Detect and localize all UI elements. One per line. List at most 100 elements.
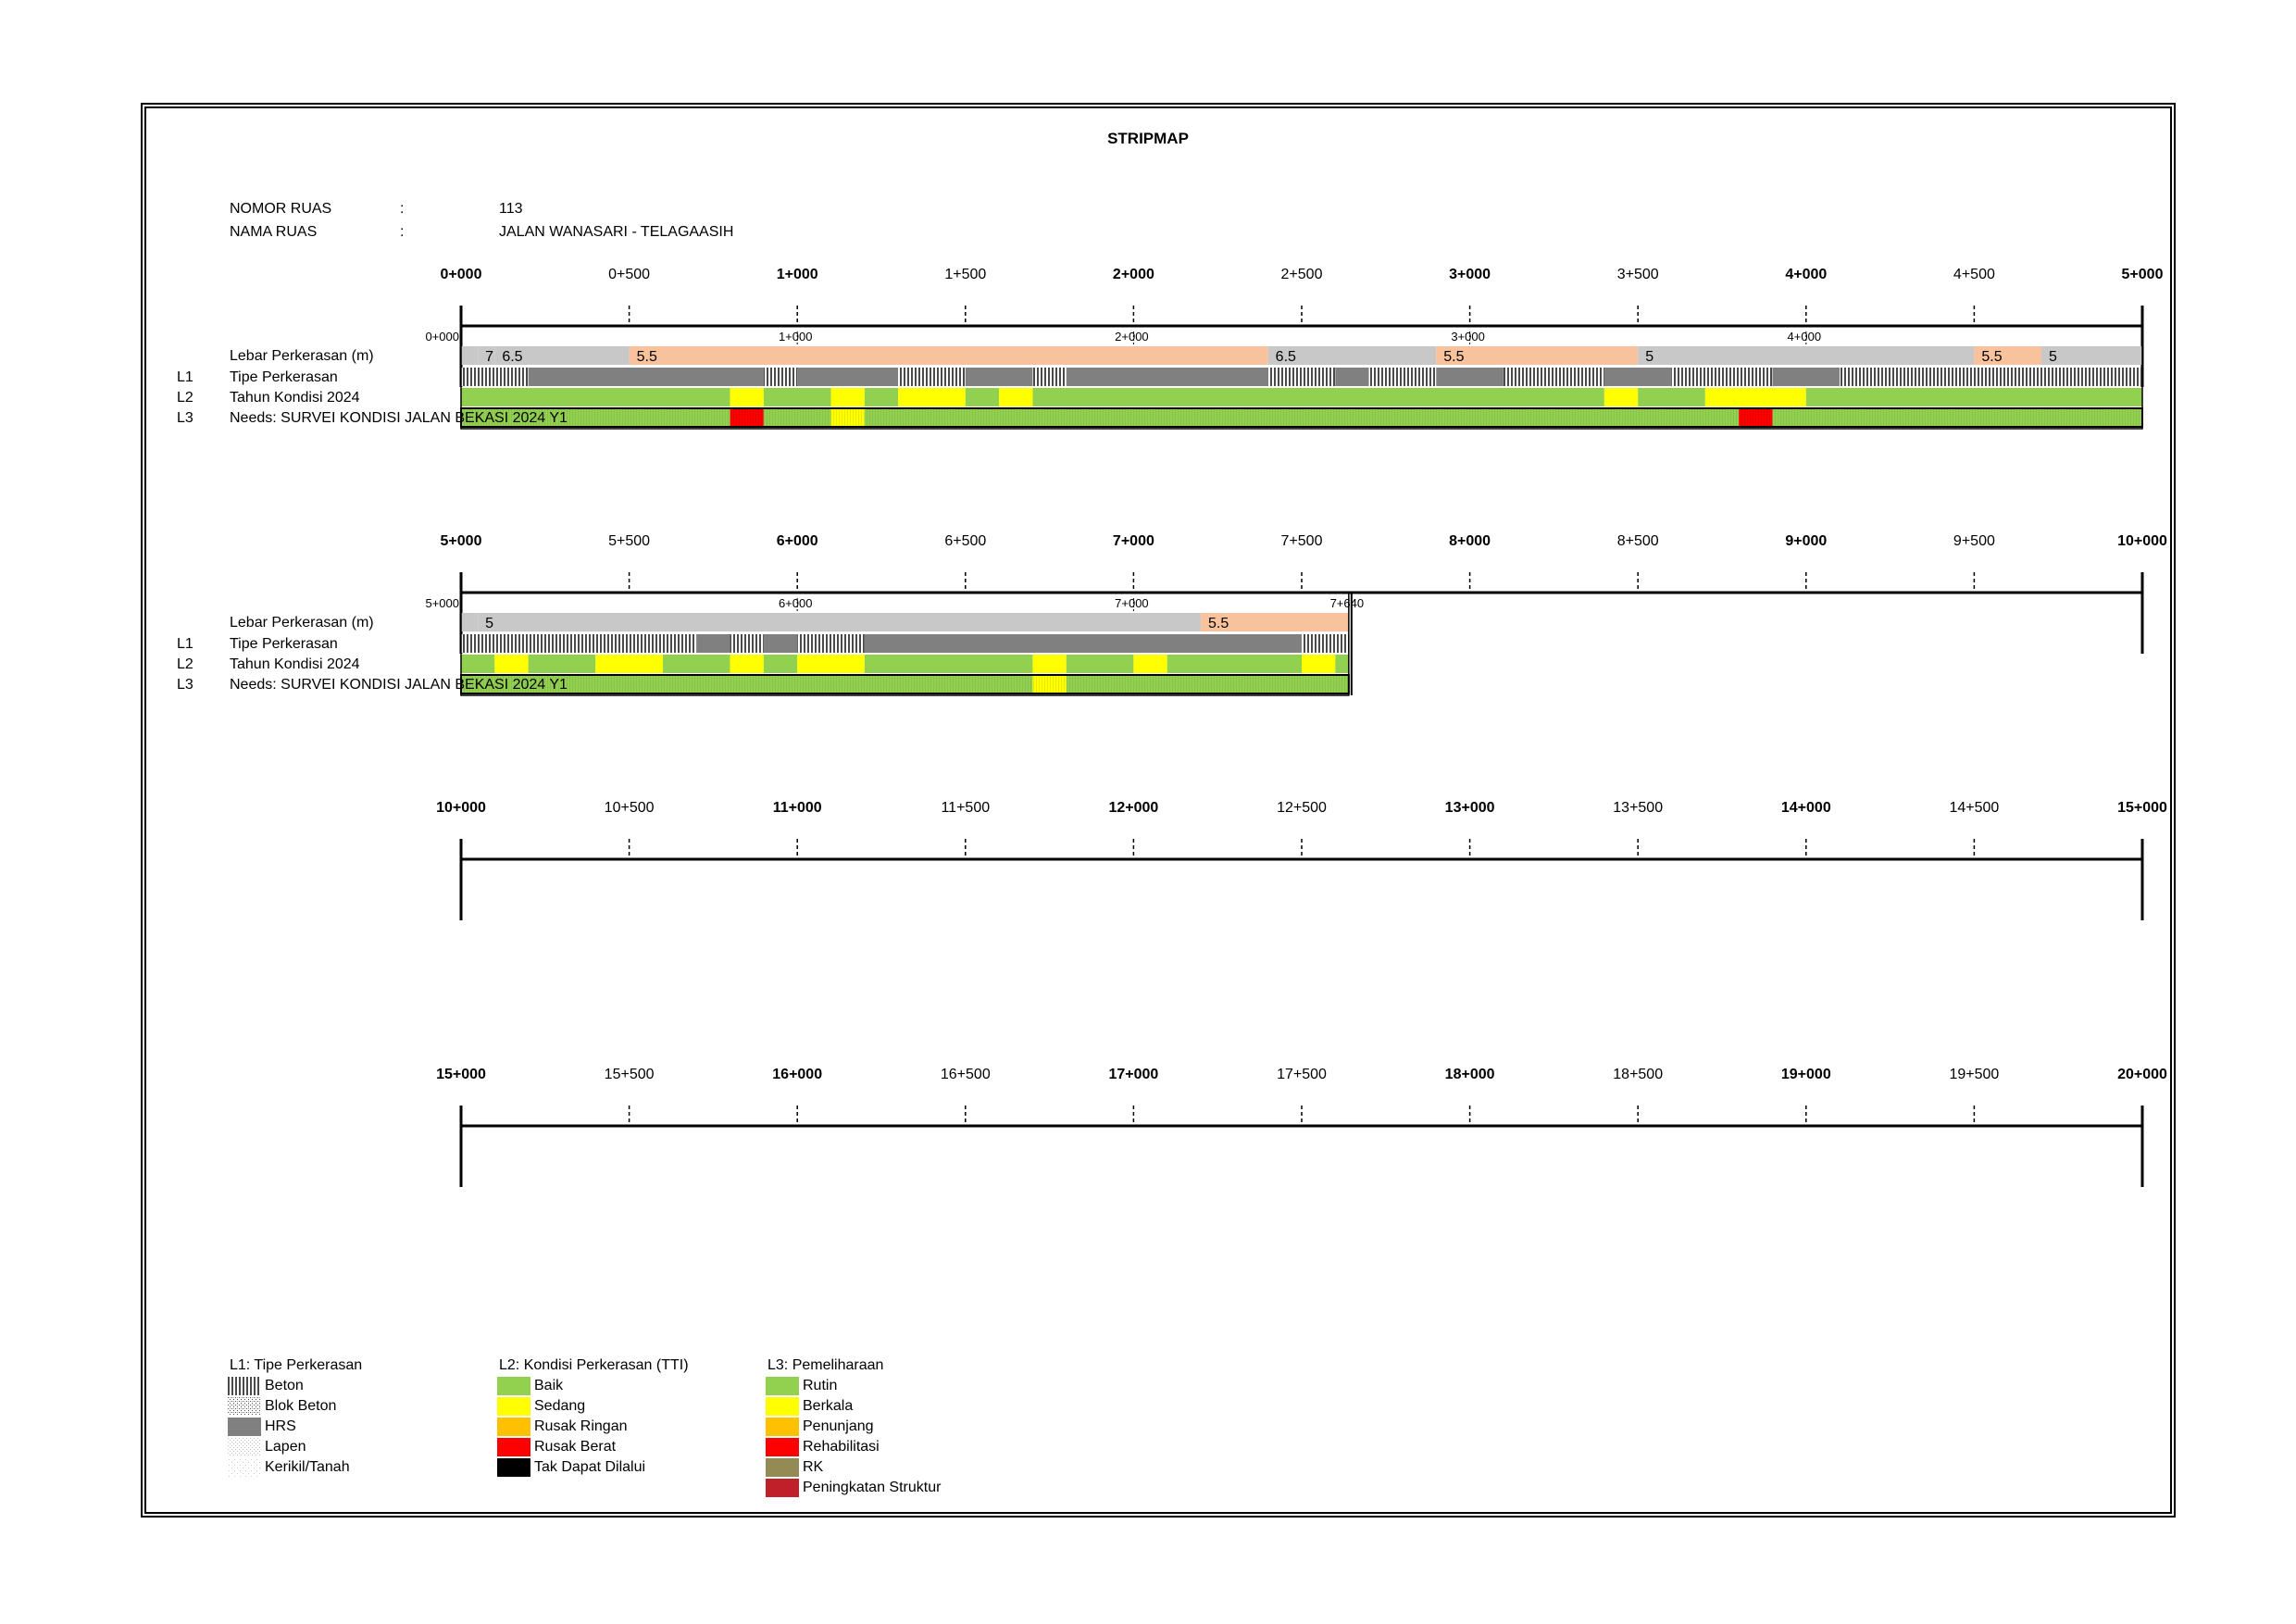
condition-segment bbox=[1032, 388, 1604, 406]
condition-segment bbox=[1704, 388, 1806, 406]
legend-label: Lapen bbox=[265, 1439, 306, 1455]
legend-swatch bbox=[766, 1397, 799, 1416]
tick-label: 8+500 bbox=[1617, 533, 1659, 549]
row-label-lebar: Lebar Perkerasan (m) bbox=[230, 348, 374, 364]
tick-label: 18+000 bbox=[1445, 1067, 1495, 1082]
inner-chainage-label: 7+000 bbox=[1115, 596, 1149, 610]
needs-texture bbox=[830, 408, 865, 427]
legend-l2-item: Tak Dapat Dilalui bbox=[497, 1457, 645, 1478]
tick-label: 0+000 bbox=[441, 267, 482, 282]
row-code-l3: L3 bbox=[177, 410, 193, 426]
tick-label: 5+000 bbox=[441, 533, 482, 549]
legend-label: Rehabilitasi bbox=[803, 1439, 880, 1455]
width-value: 5.5 bbox=[1443, 349, 1464, 365]
condition-segment bbox=[1603, 388, 1639, 406]
legend-swatch bbox=[766, 1458, 799, 1477]
page-title: STRIPMAP bbox=[1107, 130, 1189, 147]
nomor-ruas-label: NOMOR RUAS bbox=[230, 201, 332, 217]
condition-segment bbox=[662, 655, 730, 673]
legend-swatch bbox=[497, 1397, 530, 1416]
tick-label: 11+500 bbox=[941, 800, 990, 816]
row-code-l2: L2 bbox=[177, 390, 193, 406]
legend-l3-item: Penunjang bbox=[766, 1417, 874, 1437]
inner-chainage-label: 3+000 bbox=[1451, 330, 1485, 344]
condition-segment bbox=[1066, 655, 1134, 673]
tick-label: 16+000 bbox=[772, 1067, 822, 1082]
legend-l3-item: RK bbox=[766, 1457, 823, 1478]
tick-label: 18+500 bbox=[1613, 1067, 1663, 1082]
data-box bbox=[460, 325, 2143, 430]
needs-texture bbox=[1032, 675, 1067, 693]
needs-texture bbox=[864, 408, 1740, 427]
tick-label: 15+500 bbox=[605, 1067, 655, 1082]
row-label-l1: Tipe Perkerasan bbox=[230, 369, 338, 385]
legend-label: Tak Dapat Dilalui bbox=[534, 1459, 646, 1475]
tick-label: 10+000 bbox=[436, 800, 486, 816]
width-value: 5 bbox=[1645, 349, 1653, 365]
legend-label: Rutin bbox=[803, 1378, 838, 1393]
nama-ruas-value: JALAN WANASARI - TELAGAASIH bbox=[499, 224, 734, 240]
width-segment bbox=[1436, 346, 1639, 365]
nomor-ruas-colon: : bbox=[400, 201, 405, 217]
pavement-type-segment bbox=[898, 368, 966, 386]
legend-l2-item: Rusak Berat bbox=[497, 1437, 616, 1457]
tick-label: 3+500 bbox=[1617, 267, 1659, 282]
inner-chainage-label: 5+000 bbox=[425, 596, 459, 610]
legend-label: Penunjang bbox=[803, 1418, 874, 1434]
condition-segment bbox=[461, 655, 495, 673]
tick-label: 2+000 bbox=[1113, 267, 1154, 282]
pavement-type-segment bbox=[763, 634, 798, 653]
legend-l3-item: Peningkatan Struktur bbox=[766, 1478, 941, 1498]
nama-ruas-label: NAMA RUAS bbox=[230, 224, 318, 240]
pavement-type-segment bbox=[1368, 368, 1437, 386]
condition-segment bbox=[494, 655, 529, 673]
inner-chainage-label: 2+000 bbox=[1115, 330, 1149, 344]
legend-label: Kerikil/Tanah bbox=[265, 1459, 350, 1475]
tick-label: 12+500 bbox=[1277, 800, 1327, 816]
condition-segment bbox=[1032, 655, 1067, 673]
tick-label: 7+500 bbox=[1281, 533, 1323, 549]
tick-label: 1+500 bbox=[944, 267, 986, 282]
legend-label: Sedang bbox=[534, 1398, 586, 1414]
page-frame-outer bbox=[141, 103, 2176, 1518]
nomor-ruas-value: 113 bbox=[499, 201, 523, 217]
tick-label: 19+000 bbox=[1781, 1067, 1831, 1082]
condition-segment bbox=[965, 388, 1000, 406]
inner-chainage-label: 6+000 bbox=[779, 596, 813, 610]
legend-l2-title: L2: Kondisi Perkerasan (TTI) bbox=[499, 1357, 689, 1373]
condition-segment bbox=[461, 388, 730, 406]
tick-label: 15+000 bbox=[436, 1067, 486, 1082]
width-segment bbox=[1974, 346, 2042, 365]
legend-label: Rusak Ringan bbox=[534, 1418, 628, 1434]
row-code-l1: L1 bbox=[177, 369, 193, 385]
pavement-type-segment bbox=[1335, 368, 1369, 386]
inner-chainage-label: 4+000 bbox=[1788, 330, 1822, 344]
page-frame-inner bbox=[144, 106, 2172, 1514]
pavement-type-segment bbox=[1302, 634, 1349, 653]
legend-swatch bbox=[497, 1438, 530, 1456]
pavement-type-segment bbox=[696, 634, 730, 653]
width-segment bbox=[1638, 346, 1975, 365]
legend-l2-item: Sedang bbox=[497, 1396, 585, 1417]
legend-swatch bbox=[497, 1377, 530, 1395]
tick-label: 17+500 bbox=[1277, 1067, 1327, 1082]
legend-l1-title: L1: Tipe Perkerasan bbox=[230, 1357, 363, 1373]
pavement-type-segment bbox=[528, 368, 764, 386]
legend-item-kerikil: Kerikil/Tanah bbox=[228, 1457, 350, 1478]
needs-texture bbox=[763, 408, 831, 427]
legend-l2-item: Rusak Ringan bbox=[497, 1417, 628, 1437]
tick-label: 13+000 bbox=[1445, 800, 1495, 816]
tick-label: 17+000 bbox=[1108, 1067, 1158, 1082]
pavement-type-segment bbox=[1267, 368, 1336, 386]
tick-label: 20+000 bbox=[2117, 1067, 2167, 1082]
pavement-type-segment bbox=[1066, 368, 1268, 386]
condition-segment bbox=[1133, 655, 1167, 673]
hrs-swatch bbox=[228, 1418, 261, 1436]
pavement-type-segment bbox=[1436, 368, 1504, 386]
legend-label: HRS bbox=[265, 1418, 296, 1434]
needs-texture bbox=[461, 675, 1033, 693]
tick-label: 6+000 bbox=[777, 533, 818, 549]
tick-label: 9+500 bbox=[1953, 533, 1995, 549]
legend-item-hrs: HRS bbox=[228, 1417, 296, 1437]
